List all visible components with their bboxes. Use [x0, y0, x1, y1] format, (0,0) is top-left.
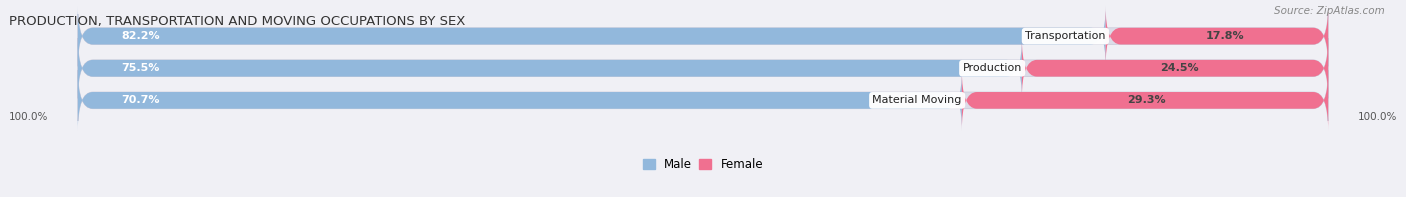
FancyBboxPatch shape — [77, 6, 1329, 66]
Text: Material Moving: Material Moving — [873, 95, 962, 105]
Text: 100.0%: 100.0% — [1358, 112, 1398, 122]
Legend: Male, Female: Male, Female — [643, 158, 763, 171]
Text: Source: ZipAtlas.com: Source: ZipAtlas.com — [1274, 6, 1385, 16]
Text: 29.3%: 29.3% — [1126, 95, 1166, 105]
Text: 70.7%: 70.7% — [121, 95, 160, 105]
FancyBboxPatch shape — [77, 38, 1022, 98]
Text: PRODUCTION, TRANSPORTATION AND MOVING OCCUPATIONS BY SEX: PRODUCTION, TRANSPORTATION AND MOVING OC… — [8, 15, 465, 28]
FancyBboxPatch shape — [1022, 38, 1329, 98]
FancyBboxPatch shape — [77, 38, 1329, 98]
Text: 17.8%: 17.8% — [1206, 31, 1244, 41]
FancyBboxPatch shape — [77, 70, 962, 131]
FancyBboxPatch shape — [77, 6, 1105, 66]
FancyBboxPatch shape — [77, 70, 1329, 131]
Text: 82.2%: 82.2% — [121, 31, 160, 41]
Text: 24.5%: 24.5% — [1160, 63, 1198, 73]
Text: 100.0%: 100.0% — [8, 112, 48, 122]
Text: Transportation: Transportation — [1025, 31, 1105, 41]
FancyBboxPatch shape — [1105, 6, 1329, 66]
FancyBboxPatch shape — [962, 70, 1329, 131]
Text: Production: Production — [963, 63, 1022, 73]
Text: 75.5%: 75.5% — [121, 63, 160, 73]
